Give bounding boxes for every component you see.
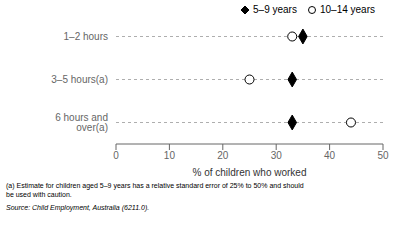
html-text:Source: Child Employment, Aust: Source: Child Employment, Australia (621… (6, 204, 150, 211)
svg-text:0: 0 (113, 150, 119, 161)
html-text:(a) Estimate for children aged: (a) Estimate for children aged 5–9 years… (6, 182, 304, 189)
svg-text:% of children who worked: % of children who worked (193, 167, 307, 178)
svg-text:6 hours andover(a): 6 hours andover(a) (55, 112, 108, 133)
svg-text:40: 40 (324, 150, 336, 161)
svg-text:50: 50 (377, 150, 389, 161)
html-text:5–9 years: 5–9 years (253, 4, 297, 15)
svg-text:10: 10 (164, 150, 176, 161)
html-text:be used with caution.: be used with caution. (6, 191, 72, 198)
html-text:10–14 years: 10–14 years (320, 4, 375, 15)
svg-text:20: 20 (217, 150, 229, 161)
svg-text:1–2 hours: 1–2 hours (64, 31, 108, 42)
svg-text:30: 30 (271, 150, 283, 161)
svg-text:3–5 hours(a): 3–5 hours(a) (51, 74, 108, 85)
